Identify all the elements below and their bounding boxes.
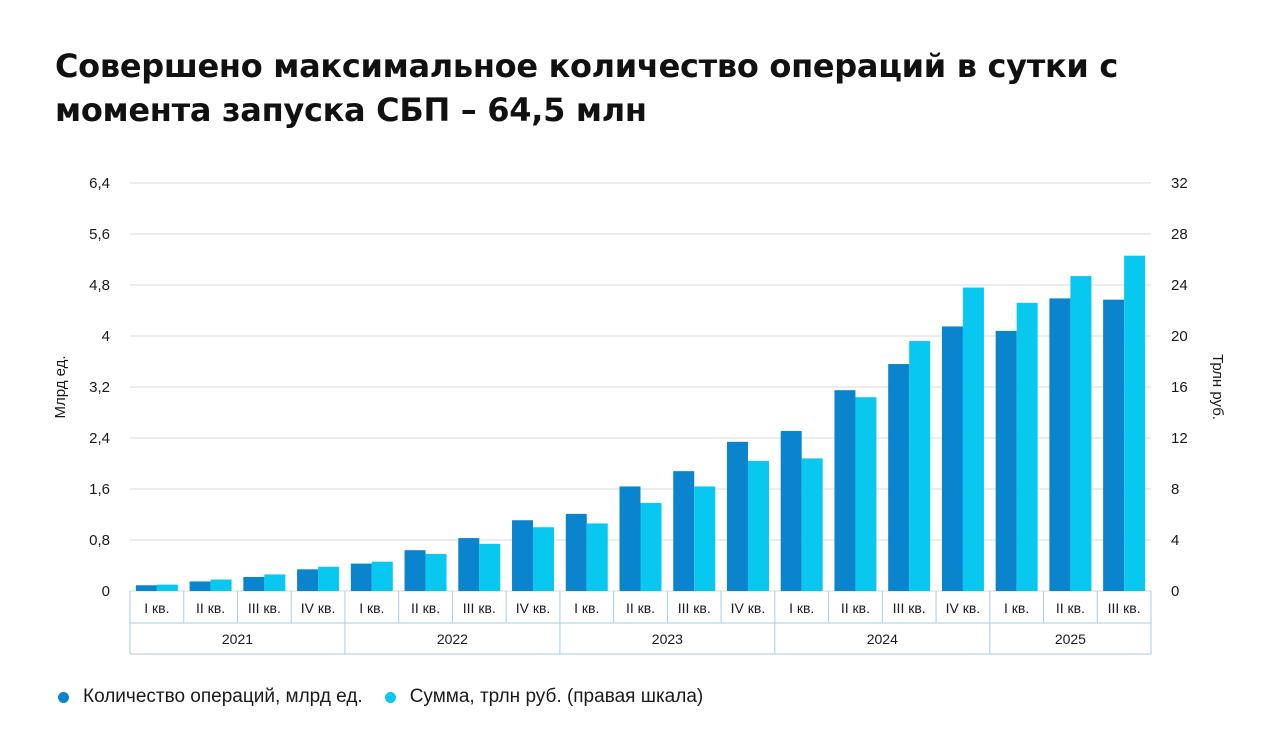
bar-operations: [189, 581, 211, 591]
bar-sum: [210, 579, 232, 591]
bar-sum: [425, 554, 447, 591]
bar-sum: [371, 561, 393, 591]
legend-item-operations: Количество операций, млрд ед.: [58, 686, 363, 708]
x-tick-label: I кв.: [574, 600, 599, 616]
bar-sum: [1016, 302, 1038, 591]
bar-chart: 00,81,62,43,244,85,66,4048121620242832Мл…: [52, 175, 1226, 655]
x-tick-label: I кв.: [144, 600, 169, 616]
bar-operations: [780, 430, 802, 591]
x-tick-label: IV кв.: [946, 600, 981, 616]
y-tick-label-right: 28: [1171, 226, 1188, 243]
y-tick-label-left: 2,4: [89, 430, 110, 447]
year-label: 2024: [867, 631, 898, 647]
bar-operations: [1049, 298, 1071, 591]
legend-label-sum: Сумма, трлн руб. (правая шкала): [409, 686, 704, 707]
bar-operations: [565, 513, 587, 591]
x-tick-label: I кв.: [1004, 600, 1029, 616]
bar-sum: [640, 503, 662, 591]
y-axis-title-left: Млрд ед.: [52, 355, 69, 418]
legend-item-sum: Сумма, трлн руб. (правая шкала): [384, 686, 704, 708]
x-tick-label: III кв.: [893, 600, 926, 616]
bar-sum: [479, 543, 501, 591]
legend: Количество операций, млрд ед. Сумма, трл…: [58, 686, 725, 708]
bar-operations: [458, 538, 480, 591]
x-tick-label: III кв.: [1108, 600, 1141, 616]
bar-sum: [855, 397, 877, 591]
y-tick-label-left: 5,6: [89, 226, 110, 243]
x-tick-label: IV кв.: [301, 600, 336, 616]
x-tick-label: II кв.: [411, 600, 440, 616]
bar-operations: [726, 441, 748, 591]
y-tick-label-right: 24: [1171, 277, 1188, 294]
x-tick-label: I кв.: [789, 600, 814, 616]
x-tick-label: I кв.: [359, 600, 384, 616]
x-tick-label: III кв.: [248, 600, 281, 616]
bar-sum: [909, 341, 931, 591]
bar-operations: [888, 364, 910, 591]
bar-operations: [619, 486, 641, 591]
y-tick-label-left: 6,4: [89, 175, 110, 192]
y-axis-title-right: Трлн руб.: [1209, 354, 1226, 420]
bar-sum: [264, 574, 286, 591]
x-tick-label: IV кв.: [516, 600, 551, 616]
legend-label-operations: Количество операций, млрд ед.: [83, 686, 363, 707]
x-tick-label: III кв.: [463, 600, 496, 616]
x-tick-label: II кв.: [1056, 600, 1085, 616]
x-tick-label: IV кв.: [731, 600, 766, 616]
x-tick-label: II кв.: [196, 600, 225, 616]
y-tick-label-right: 8: [1171, 481, 1179, 498]
bar-sum: [533, 527, 555, 591]
bar-sum: [1070, 276, 1092, 591]
legend-marker-sum: [384, 691, 396, 703]
y-tick-label-right: 20: [1171, 328, 1188, 345]
bar-sum: [962, 287, 984, 591]
y-tick-label-left: 0,8: [89, 532, 110, 549]
bar-operations: [673, 471, 695, 591]
legend-marker-operations: [58, 691, 69, 703]
year-label: 2023: [652, 631, 683, 647]
bar-operations: [404, 550, 426, 591]
bar-sum: [318, 566, 340, 591]
year-label: 2021: [222, 631, 253, 647]
bar-sum: [747, 460, 769, 591]
bar-operations: [834, 390, 856, 591]
y-tick-label-right: 4: [1171, 532, 1179, 549]
bar-operations: [135, 585, 157, 591]
chart-title: Совершено максимальное количество операц…: [55, 47, 1119, 129]
y-tick-label-left: 4,8: [89, 277, 110, 294]
x-tick-label: II кв.: [626, 600, 655, 616]
x-tick-label: III кв.: [678, 600, 711, 616]
x-tick-label: II кв.: [841, 600, 870, 616]
bar-operations: [297, 569, 319, 591]
bar-sum: [586, 523, 608, 591]
bar-operations: [995, 330, 1017, 591]
y-tick-label-right: 0: [1171, 583, 1179, 600]
y-tick-label-left: 4: [102, 328, 110, 345]
y-tick-label-left: 0: [102, 583, 110, 600]
y-tick-label-right: 32: [1171, 175, 1188, 192]
bar-operations: [1103, 299, 1125, 591]
bar-operations: [512, 520, 534, 591]
year-label: 2025: [1055, 631, 1086, 647]
bar-sum: [1124, 255, 1146, 592]
y-tick-label-left: 1,6: [89, 481, 110, 498]
y-tick-label-left: 3,2: [89, 379, 110, 396]
bar-sum: [801, 458, 823, 591]
bar-operations: [941, 326, 963, 591]
bar-operations: [243, 576, 265, 591]
year-label: 2022: [437, 631, 468, 647]
y-tick-label-right: 16: [1171, 379, 1188, 396]
bar-operations: [350, 563, 372, 591]
bar-sum: [694, 486, 716, 591]
y-tick-label-right: 12: [1171, 430, 1188, 447]
bar-sum: [156, 584, 178, 591]
